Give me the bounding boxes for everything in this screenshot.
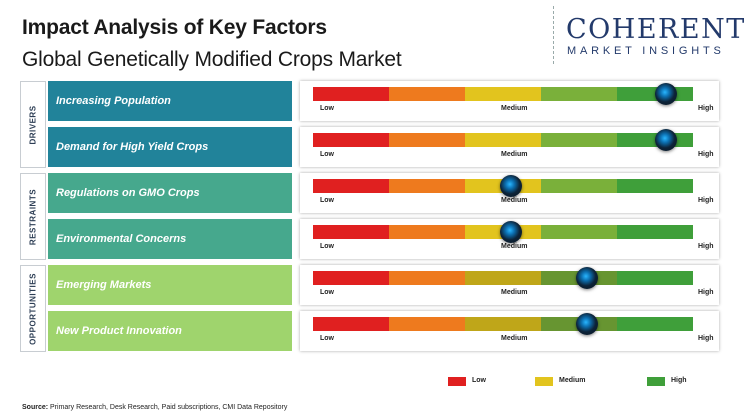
impact-marker [655, 129, 678, 151]
tick-high: High [698, 289, 714, 296]
tick-high: High [698, 105, 714, 112]
group-opportunities: OPPORTUNITIES [20, 265, 46, 352]
gauge-segment [389, 225, 465, 239]
gauge-segment [313, 87, 389, 101]
gauge-segment [389, 133, 465, 147]
gauge-emerging-markets: Low Medium High [300, 265, 719, 305]
factor-regulations-on-gmo-crops: Regulations on GMO Crops [48, 173, 292, 213]
gauge-segment [389, 317, 465, 331]
gauge-segment [465, 87, 541, 101]
gauge-regulations-on-gmo-crops: Low Medium High [300, 173, 719, 213]
logo-divider [553, 6, 554, 64]
source-prefix: Source: [22, 404, 49, 411]
impact-marker [575, 313, 598, 335]
group-label-drivers: DRIVERS [28, 104, 38, 145]
gauge-segment [389, 271, 465, 285]
legend-label-medium: Medium [559, 377, 586, 384]
legend-swatch-medium [535, 377, 553, 386]
gauge-segment [313, 225, 389, 239]
tick-medium: Medium [501, 243, 528, 250]
gauge-segment [313, 179, 389, 193]
gauge-segment [313, 133, 389, 147]
impact-marker [499, 221, 522, 243]
legend-swatch-high [647, 377, 665, 386]
source-text: Primary Research, Desk Research, Paid su… [48, 404, 288, 411]
factor-new-product-innovation: New Product Innovation [48, 311, 292, 351]
tick-medium: Medium [501, 151, 528, 158]
tick-low: Low [320, 243, 334, 250]
legend-label-high: High [671, 377, 687, 384]
gauge-demand-for-high-yield-crops: Low Medium High [300, 127, 719, 167]
tick-low: Low [320, 197, 334, 204]
gauge-environmental-concerns: Low Medium High [300, 219, 719, 259]
impact-marker [499, 175, 522, 197]
factor-environmental-concerns: Environmental Concerns [48, 219, 292, 259]
factor-label: Regulations on GMO Crops [56, 187, 200, 199]
tick-high: High [698, 335, 714, 342]
brand-logo-sub: MARKET INSIGHTS [567, 45, 725, 57]
gauge-segment [389, 179, 465, 193]
source-note: Source: Primary Research, Desk Research,… [22, 404, 287, 411]
gauge-segment [541, 225, 617, 239]
tick-medium: Medium [501, 105, 528, 112]
impact-marker [575, 267, 598, 289]
factor-increasing-population: Increasing Population [48, 81, 292, 121]
gauge-segment [465, 271, 541, 285]
gauge-segment [541, 133, 617, 147]
gauge-segment [465, 317, 541, 331]
factor-label: New Product Innovation [56, 325, 182, 337]
tick-medium: Medium [501, 335, 528, 342]
tick-high: High [698, 243, 714, 250]
tick-low: Low [320, 289, 334, 296]
tick-low: Low [320, 105, 334, 112]
gauge-segment [617, 225, 693, 239]
gauge-segment [313, 317, 389, 331]
group-label-restraints: RESTRAINTS [28, 188, 38, 245]
tick-high: High [698, 151, 714, 158]
tick-medium: Medium [501, 289, 528, 296]
brand-logo-main: COHERENT [566, 14, 745, 45]
tick-high: High [698, 197, 714, 204]
gauge-segment [465, 133, 541, 147]
tick-low: Low [320, 335, 334, 342]
gauge-segment [389, 87, 465, 101]
gauge-segment [541, 179, 617, 193]
legend-swatch-low [448, 377, 466, 386]
legend-label-low: Low [472, 377, 486, 384]
tick-medium: Medium [501, 197, 528, 204]
tick-low: Low [320, 151, 334, 158]
gauge-segment [541, 87, 617, 101]
gauge-segment [313, 271, 389, 285]
factor-label: Increasing Population [56, 95, 171, 107]
group-label-opportunities: OPPORTUNITIES [28, 272, 38, 345]
page-subtitle: Global Genetically Modified Crops Market [22, 48, 402, 71]
gauge-segment [617, 317, 693, 331]
gauge-segment [617, 271, 693, 285]
group-drivers: DRIVERS [20, 81, 46, 168]
gauge-increasing-population: Low Medium High [300, 81, 719, 121]
page-title: Impact Analysis of Key Factors [22, 16, 327, 39]
gauge-segment [617, 179, 693, 193]
gauge-new-product-innovation: Low Medium High [300, 311, 719, 351]
factor-label: Demand for High Yield Crops [56, 141, 209, 153]
impact-marker [655, 83, 678, 105]
factor-emerging-markets: Emerging Markets [48, 265, 292, 305]
group-restraints: RESTRAINTS [20, 173, 46, 260]
factor-label: Emerging Markets [56, 279, 152, 291]
factor-demand-for-high-yield-crops: Demand for High Yield Crops [48, 127, 292, 167]
factor-label: Environmental Concerns [56, 233, 187, 245]
